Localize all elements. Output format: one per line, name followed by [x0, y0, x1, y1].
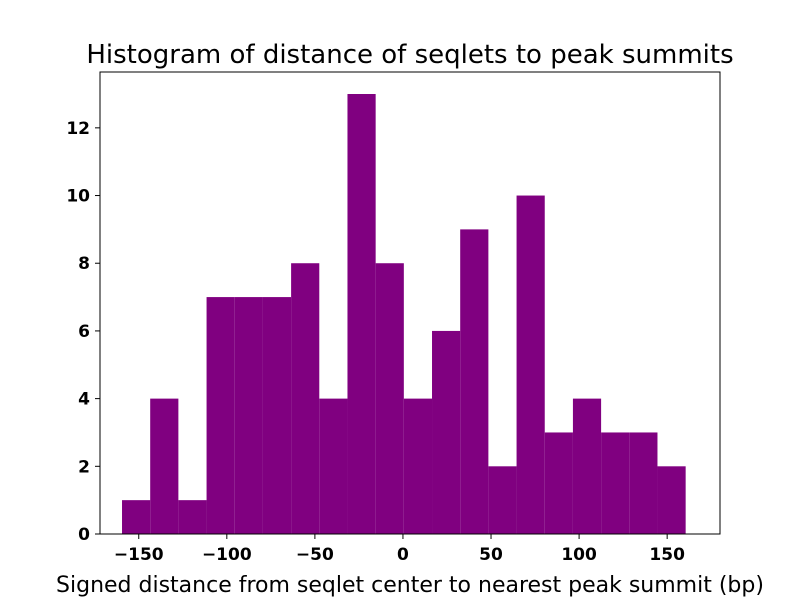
x-tick-label: 50: [479, 545, 503, 565]
histogram-bar-11: [432, 330, 461, 534]
y-tick-label: 12: [66, 119, 90, 139]
histogram-bar-16: [572, 398, 602, 534]
histogram-bar-6: [291, 263, 320, 534]
x-tick-label: −50: [296, 545, 334, 565]
histogram-bar-19: [657, 466, 686, 534]
x-tick-label: 100: [561, 545, 597, 565]
x-tick-label: −150: [114, 545, 164, 565]
x-tick-label: 150: [649, 545, 685, 565]
histogram-bar-17: [601, 432, 630, 534]
x-axis-label: Signed distance from seqlet center to ne…: [56, 573, 764, 598]
histogram-bar-5: [262, 297, 292, 534]
y-tick-label: 10: [66, 187, 90, 207]
y-tick-label: 8: [78, 254, 90, 274]
histogram-bar-12: [460, 229, 489, 534]
chart-title: Histogram of distance of seqlets to peak…: [86, 40, 733, 70]
histogram-bar-8: [347, 94, 376, 534]
histogram-bar-4: [234, 297, 263, 534]
y-axis-ticks: 0 2 4 6 8 10 12: [66, 119, 100, 545]
y-tick-label: 0: [78, 525, 90, 545]
histogram-bar-13: [488, 466, 517, 534]
y-tick-label: 4: [78, 390, 90, 410]
x-tick-label: −100: [202, 545, 252, 565]
histogram-bar-7: [319, 398, 348, 534]
histogram-bar-18: [629, 432, 658, 534]
x-axis-ticks: −150 −100 −50 0 50 100 150: [114, 534, 685, 565]
bars-group: [122, 94, 686, 535]
histogram-bar-10: [403, 398, 433, 534]
histogram-bar-14: [516, 195, 545, 535]
histogram-bar-1: [150, 398, 179, 534]
histogram-bar-2: [178, 500, 207, 534]
y-tick-label: 6: [78, 322, 90, 342]
x-tick-label: 0: [397, 545, 409, 565]
plot-frame: [99, 71, 721, 535]
histogram-bar-15: [544, 432, 573, 534]
histogram-bar-0: [122, 500, 151, 534]
histogram-bar-3: [206, 297, 235, 534]
histogram-bar-9: [375, 263, 404, 534]
y-tick-label: 2: [78, 457, 90, 477]
